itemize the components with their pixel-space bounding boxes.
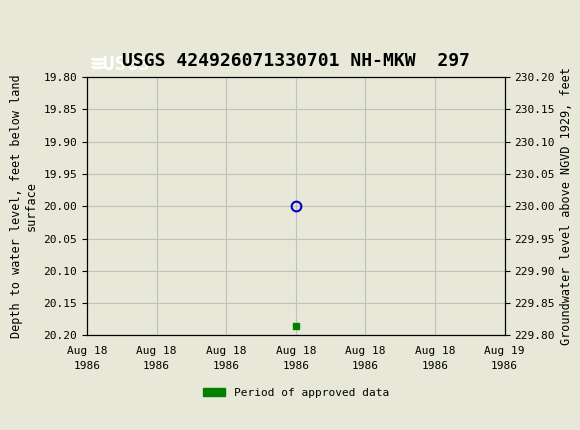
Legend: Period of approved data: Period of approved data bbox=[198, 383, 393, 402]
Text: Aug 18: Aug 18 bbox=[415, 346, 455, 356]
Text: Aug 19: Aug 19 bbox=[484, 346, 525, 356]
Text: 1986: 1986 bbox=[491, 361, 518, 371]
Text: 1986: 1986 bbox=[143, 361, 170, 371]
Text: Aug 18: Aug 18 bbox=[276, 346, 316, 356]
Y-axis label: Depth to water level, feet below land
surface: Depth to water level, feet below land su… bbox=[10, 74, 38, 338]
Text: Aug 18: Aug 18 bbox=[136, 346, 177, 356]
Text: ≡: ≡ bbox=[89, 54, 108, 74]
Text: 1986: 1986 bbox=[352, 361, 379, 371]
Text: 1986: 1986 bbox=[422, 361, 448, 371]
Text: 1986: 1986 bbox=[213, 361, 240, 371]
Text: 1986: 1986 bbox=[74, 361, 100, 371]
Text: ≡USGS: ≡USGS bbox=[91, 55, 150, 74]
Y-axis label: Groundwater level above NGVD 1929, feet: Groundwater level above NGVD 1929, feet bbox=[560, 68, 574, 345]
Text: 1986: 1986 bbox=[282, 361, 309, 371]
Text: Aug 18: Aug 18 bbox=[345, 346, 386, 356]
Text: Aug 18: Aug 18 bbox=[206, 346, 246, 356]
Title: USGS 424926071330701 NH-MKW  297: USGS 424926071330701 NH-MKW 297 bbox=[122, 52, 470, 70]
Text: Aug 18: Aug 18 bbox=[67, 346, 107, 356]
